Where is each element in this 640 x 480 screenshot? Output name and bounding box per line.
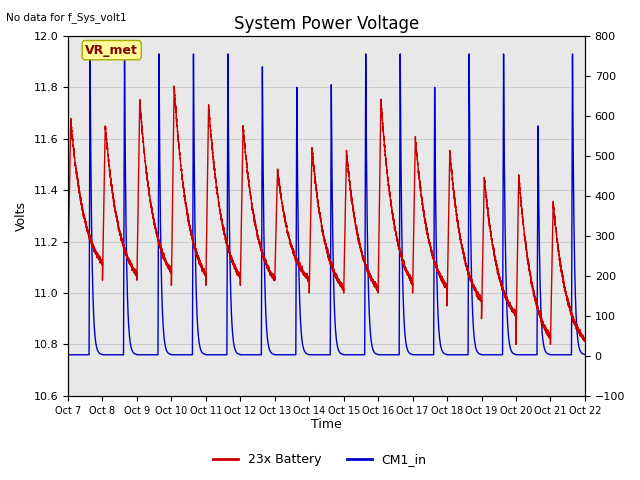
Text: No data for f_Sys_volt1: No data for f_Sys_volt1 <box>6 12 127 23</box>
Y-axis label: Volts: Volts <box>15 201 28 231</box>
X-axis label: Time: Time <box>311 419 342 432</box>
Title: System Power Voltage: System Power Voltage <box>234 15 419 33</box>
Legend: 23x Battery, CM1_in: 23x Battery, CM1_in <box>208 448 432 471</box>
Text: VR_met: VR_met <box>85 44 138 57</box>
